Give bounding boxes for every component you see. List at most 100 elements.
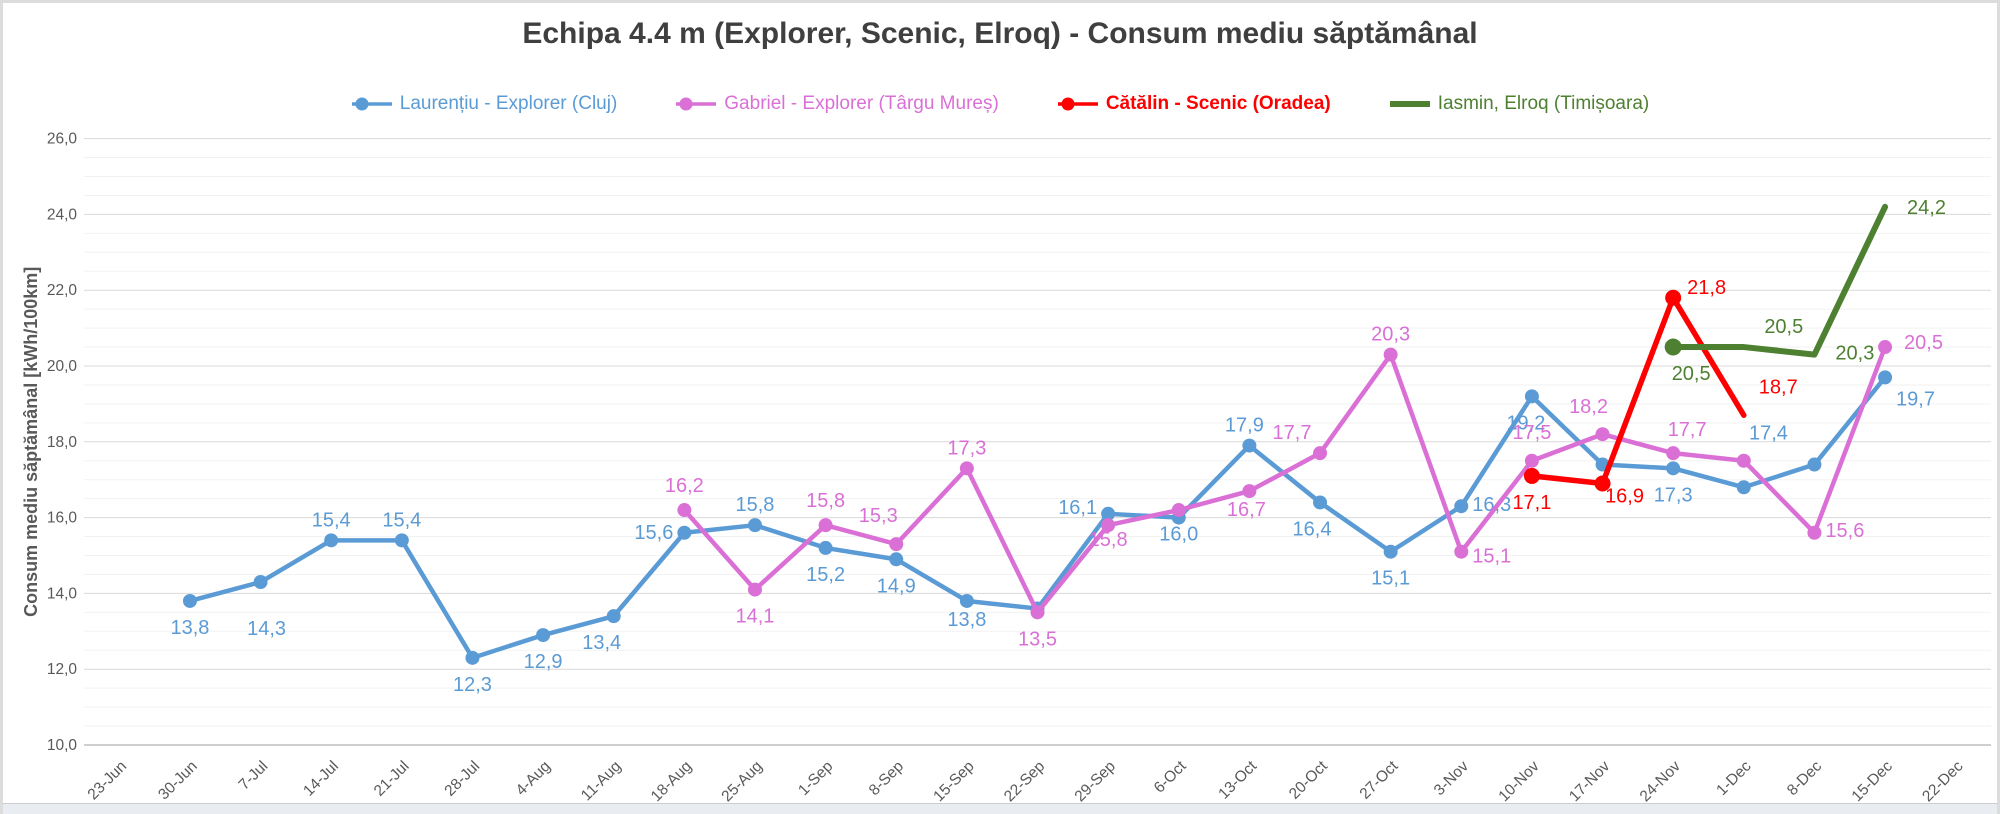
x-axis-tick-labels: 23-Jun 30-Jun 7-Jul 14-Jul 21-Jul 28-Jul 4-Aug… bbox=[85, 757, 1967, 805]
svg-text:20,0: 20,0 bbox=[47, 358, 78, 375]
legend: Laurențiu - Explorer (Cluj) Gabriel - Exp… bbox=[3, 93, 1997, 115]
data-point-laurentiu bbox=[959, 593, 974, 608]
svg-text:1-Dec: 1-Dec bbox=[1713, 758, 1754, 799]
legend-item-gabriel[interactable]: Gabriel - Explorer (Târgu Mureș) bbox=[675, 93, 999, 115]
major-gridlines bbox=[84, 138, 1991, 670]
window-bottom-edge bbox=[3, 803, 1997, 814]
data-label: 12,9 bbox=[524, 651, 563, 673]
svg-text:18-Aug: 18-Aug bbox=[648, 758, 695, 805]
data-point-gabriel bbox=[1807, 525, 1822, 540]
data-point-laurentiu bbox=[536, 628, 551, 643]
data-label: 21,8 bbox=[1687, 277, 1726, 299]
data-label: 13,4 bbox=[582, 632, 621, 654]
svg-text:22,0: 22,0 bbox=[47, 282, 78, 299]
data-point-laurentiu bbox=[1242, 438, 1257, 453]
svg-text:17-Nov: 17-Nov bbox=[1566, 758, 1614, 806]
data-label: 17,5 bbox=[1512, 422, 1551, 444]
data-label: 19,7 bbox=[1896, 388, 1935, 410]
data-point-laurentiu bbox=[1454, 499, 1469, 514]
legend-item-iasmin[interactable]: Iasmin, Elroq (Timișoara) bbox=[1389, 93, 1650, 115]
data-point-laurentiu bbox=[394, 533, 409, 548]
svg-text:21-Jul: 21-Jul bbox=[371, 758, 413, 800]
data-label: 16,1 bbox=[1058, 497, 1097, 519]
data-label: 15,6 bbox=[1825, 520, 1864, 542]
data-label: 20,5 bbox=[1672, 363, 1711, 385]
svg-text:4-Aug: 4-Aug bbox=[513, 758, 554, 799]
data-point-laurentiu bbox=[1878, 370, 1893, 385]
svg-text:8-Sep: 8-Sep bbox=[866, 758, 907, 799]
data-point-gabriel bbox=[1878, 340, 1893, 355]
data-point-laurentiu bbox=[747, 518, 762, 533]
data-point-gabriel bbox=[1242, 484, 1257, 499]
data-label: 20,3 bbox=[1835, 343, 1874, 365]
data-point-laurentiu bbox=[818, 540, 833, 555]
series-catalin[interactable] bbox=[1523, 289, 1747, 492]
data-label: 20,3 bbox=[1371, 324, 1410, 346]
svg-text:14-Jul: 14-Jul bbox=[300, 758, 342, 800]
legend-marker-iasmin bbox=[1389, 101, 1430, 107]
data-point-gabriel bbox=[1595, 427, 1610, 442]
data-point-laurentiu bbox=[1666, 461, 1681, 476]
series-line-gabriel bbox=[682, 344, 1888, 615]
svg-text:24,0: 24,0 bbox=[47, 206, 78, 223]
data-label: 17,7 bbox=[1273, 422, 1312, 444]
data-point-gabriel bbox=[1030, 605, 1045, 620]
svg-text:6-Oct: 6-Oct bbox=[1151, 757, 1190, 796]
data-point-laurentiu bbox=[1524, 389, 1539, 404]
data-label: 14,3 bbox=[247, 618, 286, 640]
data-point-gabriel bbox=[1454, 544, 1469, 559]
legend-label-laurentiu: Laurențiu - Explorer (Cluj) bbox=[399, 93, 618, 114]
svg-text:24-Nov: 24-Nov bbox=[1637, 758, 1685, 806]
data-label: 17,9 bbox=[1225, 415, 1264, 437]
data-label: 17,7 bbox=[1668, 419, 1707, 441]
svg-text:3-Nov: 3-Nov bbox=[1431, 758, 1472, 799]
data-label: 17,4 bbox=[1749, 423, 1788, 445]
data-label: 15,8 bbox=[1089, 529, 1128, 551]
data-point-gabriel bbox=[1101, 518, 1116, 533]
legend-item-catalin[interactable]: Cătălin - Scenic (Oradea) bbox=[1057, 93, 1331, 115]
data-point-laurentiu bbox=[1383, 544, 1398, 559]
svg-text:20-Oct: 20-Oct bbox=[1286, 757, 1331, 802]
svg-text:26,0: 26,0 bbox=[47, 131, 78, 148]
data-label: 14,1 bbox=[736, 606, 775, 628]
y-axis-title: Consum mediu săptămânal [kWh/100km] bbox=[21, 267, 41, 617]
series-gabriel[interactable] bbox=[677, 340, 1893, 620]
svg-text:18,0: 18,0 bbox=[47, 434, 78, 451]
data-labels-catalin: 17,1 16,9 21,8 18,7 bbox=[1512, 277, 1797, 514]
svg-text:10-Nov: 10-Nov bbox=[1495, 758, 1543, 806]
data-label: 16,0 bbox=[1159, 524, 1198, 546]
data-point-catalin bbox=[1594, 475, 1611, 492]
svg-text:15-Sep: 15-Sep bbox=[930, 758, 977, 805]
data-label: 15,4 bbox=[312, 509, 351, 531]
data-point-laurentiu bbox=[1101, 506, 1116, 521]
svg-text:1-Sep: 1-Sep bbox=[795, 758, 836, 799]
data-point-laurentiu bbox=[889, 552, 904, 567]
data-point-gabriel bbox=[1383, 347, 1398, 362]
data-point-gabriel bbox=[818, 518, 833, 533]
data-point-gabriel bbox=[889, 537, 904, 552]
legend-label-gabriel: Gabriel - Explorer (Târgu Mureș) bbox=[724, 93, 999, 114]
data-labels-iasmin: 20,5 20,5 20,3 24,2 bbox=[1672, 197, 1946, 385]
data-point-laurentiu bbox=[465, 650, 480, 665]
data-label: 17,3 bbox=[947, 437, 986, 459]
legend-label-iasmin: Iasmin, Elroq (Timișoara) bbox=[1437, 93, 1650, 114]
data-label: 16,2 bbox=[665, 475, 704, 497]
svg-text:15-Dec: 15-Dec bbox=[1849, 758, 1897, 806]
data-label: 15,1 bbox=[1371, 568, 1410, 590]
data-point-laurentiu bbox=[677, 525, 692, 540]
series-line-iasmin bbox=[1670, 203, 1889, 358]
data-point-laurentiu bbox=[1736, 480, 1751, 495]
series-iasmin[interactable] bbox=[1664, 203, 1889, 358]
data-label: 13,5 bbox=[1018, 628, 1057, 650]
svg-text:11-Aug: 11-Aug bbox=[578, 758, 625, 805]
data-label: 20,5 bbox=[1764, 316, 1803, 338]
svg-text:16,0: 16,0 bbox=[47, 510, 78, 527]
svg-text:23-Jun: 23-Jun bbox=[85, 758, 131, 804]
data-label: 15,1 bbox=[1472, 546, 1511, 568]
data-label: 18,7 bbox=[1759, 376, 1798, 398]
data-labels-gabriel: 16,2 14,1 15,8 15,3 17,3 13,5 15,8 16,7 17,7 20,3… bbox=[665, 324, 1943, 651]
data-label: 16,9 bbox=[1605, 485, 1644, 507]
legend-item-laurentiu[interactable]: Laurențiu - Explorer (Cluj) bbox=[351, 93, 618, 115]
svg-text:13-Oct: 13-Oct bbox=[1215, 757, 1260, 802]
svg-text:29-Sep: 29-Sep bbox=[1072, 758, 1119, 805]
